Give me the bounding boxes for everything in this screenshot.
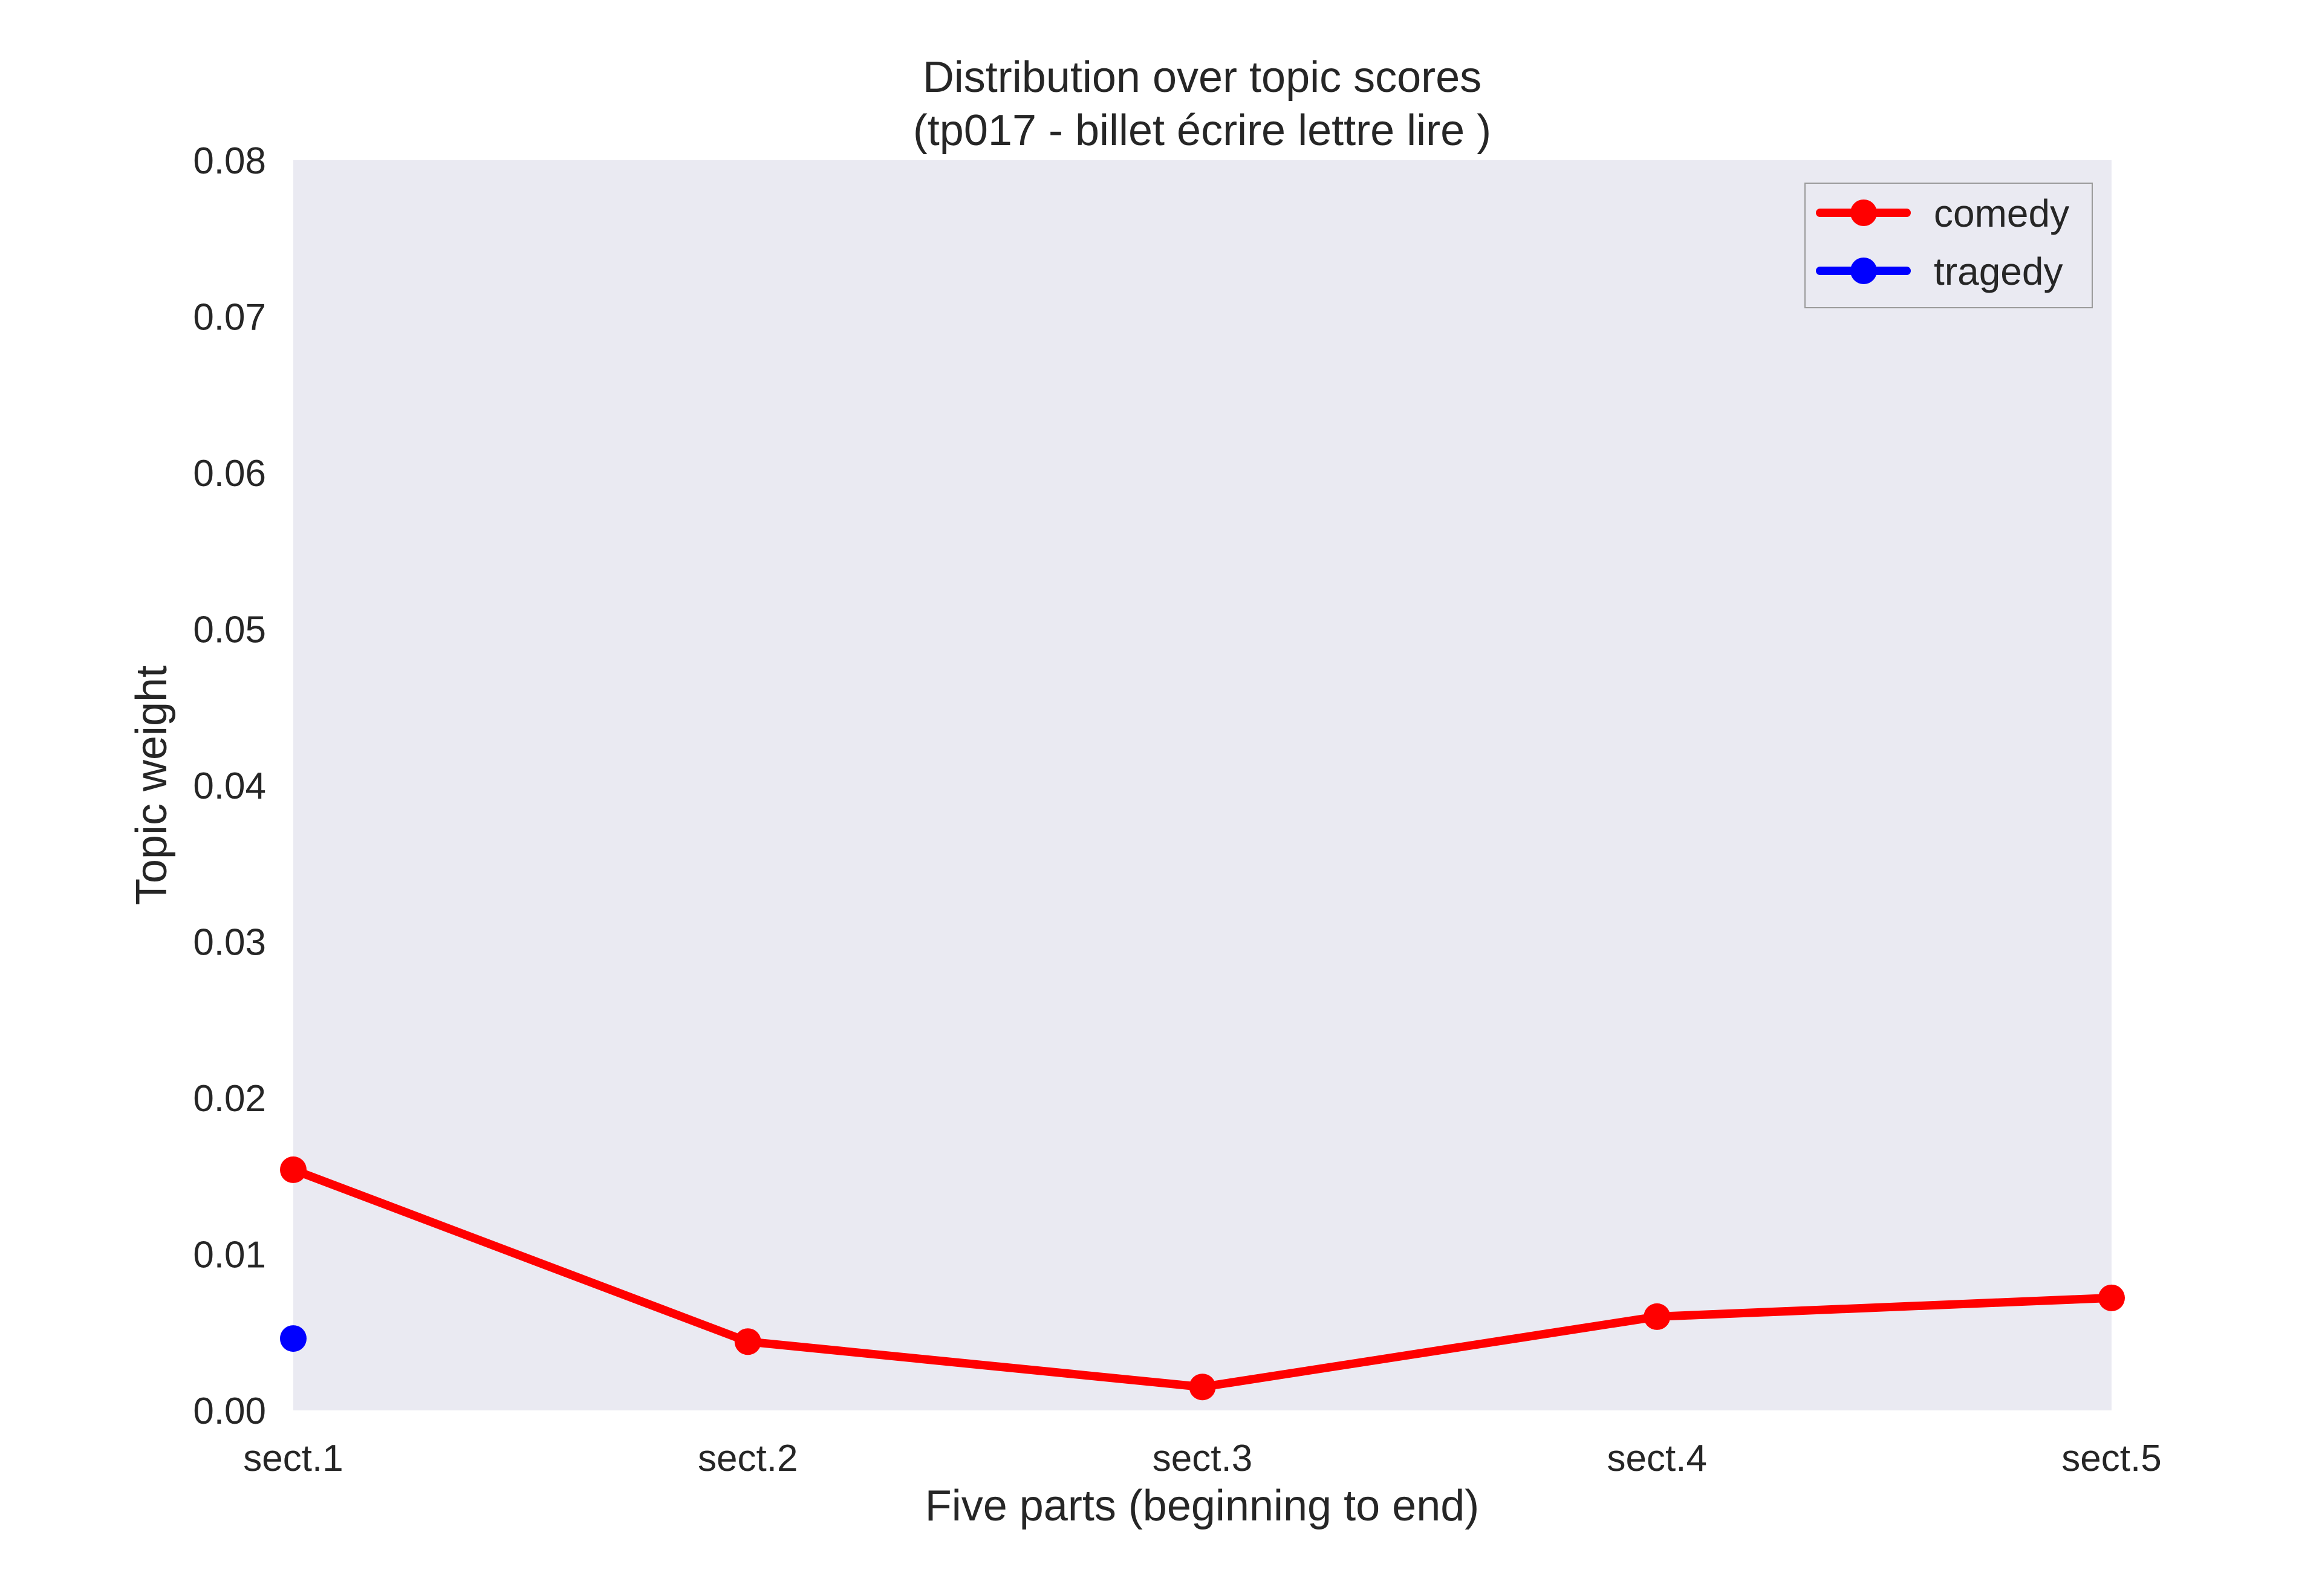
data-point-comedy xyxy=(280,1156,307,1183)
legend-label-tragedy: tragedy xyxy=(1934,250,2063,293)
plot-area xyxy=(293,160,2112,1410)
data-point-comedy xyxy=(1644,1303,1671,1330)
y-tick-label: 0.06 xyxy=(193,453,266,495)
x-tick-label: sect.2 xyxy=(698,1438,798,1479)
x-tick-label: sect.1 xyxy=(243,1438,343,1479)
data-point-tragedy xyxy=(280,1325,307,1352)
y-tick-label: 0.00 xyxy=(193,1390,266,1432)
legend: comedy tragedy xyxy=(1804,183,2093,308)
y-tick-label: 0.01 xyxy=(193,1234,266,1276)
chart-title-line1: Distribution over topic scores xyxy=(923,53,1481,102)
y-tick-label: 0.05 xyxy=(193,609,266,651)
legend-marker-comedy xyxy=(1850,199,1877,226)
x-tick-label: sect.5 xyxy=(2061,1438,2161,1479)
legend-box xyxy=(1804,183,2093,308)
x-tick-label: sect.4 xyxy=(1607,1438,1707,1479)
y-tick-label: 0.08 xyxy=(193,140,266,182)
series-layer xyxy=(280,1156,2125,1401)
data-point-comedy xyxy=(1189,1374,1216,1401)
legend-label-comedy: comedy xyxy=(1934,192,2069,235)
y-tick-label: 0.04 xyxy=(193,765,266,807)
x-axis-label: Five parts (beginning to end) xyxy=(925,1482,1480,1530)
y-tick-label: 0.03 xyxy=(193,922,266,964)
chart-title-line2: (tp017 - billet écrire lettre lire ) xyxy=(913,106,1491,155)
y-tick-label: 0.02 xyxy=(193,1078,266,1120)
data-point-comedy xyxy=(734,1328,761,1355)
x-tick-label: sect.3 xyxy=(1153,1438,1252,1479)
y-axis-ticks: 0.00 0.01 0.02 0.03 0.04 0.05 0.06 0.07 0.08 xyxy=(193,140,266,1432)
x-axis-ticks: sect.1 sect.2 sect.3 sect.4 sect.5 xyxy=(243,1438,2161,1479)
y-tick-label: 0.07 xyxy=(193,297,266,339)
legend-marker-tragedy xyxy=(1850,258,1877,284)
y-axis-label: Topic weight xyxy=(128,666,176,905)
data-point-comedy xyxy=(2098,1284,2125,1311)
